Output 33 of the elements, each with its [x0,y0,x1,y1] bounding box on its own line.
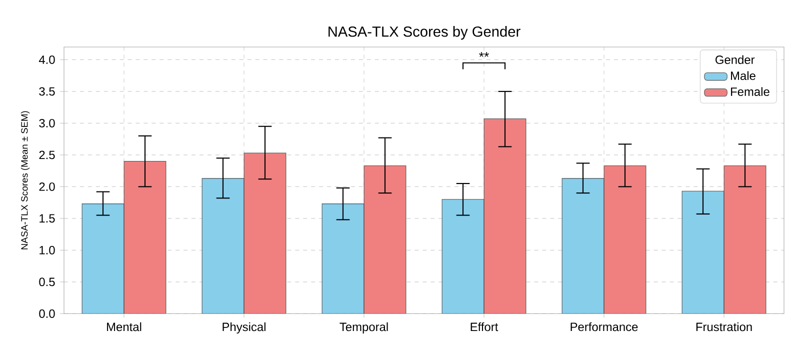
y-tick-label: 0.5 [39,278,55,286]
y-tick-label: 3.5 [39,87,55,96]
bar [124,161,166,314]
y-tick-label: 3.0 [39,118,55,128]
annotation: ** [479,52,489,57]
y-tick-label: 1.0 [40,246,55,254]
legend-title: Gender [716,55,755,64]
bar [562,178,604,314]
bar [364,166,406,314]
legend-label: Female [731,87,770,96]
bar [202,178,244,314]
y-tick-label: 2.0 [39,182,55,191]
chart-title: NASA-TLX Scores by Gender [328,26,520,40]
bar [724,165,766,314]
x-tick-label: Performance [570,322,638,332]
y-tick-label: 4.0 [38,55,55,64]
bar [82,204,124,314]
y-tick-label: 0.0 [39,309,55,318]
x-tick-label: Physical [222,322,266,334]
legend-label: Male [731,71,756,80]
bar [322,204,364,314]
x-tick-label: Frustration [696,322,752,332]
y-tick-label: 1.5 [40,214,55,223]
y-tick-label: 2.5 [39,150,55,160]
bar [682,190,724,314]
x-tick-label: Temporal [340,322,388,334]
x-tick-label: Effort [470,322,498,332]
bar [442,199,484,314]
bar [604,165,646,314]
bar [244,152,286,314]
bar [484,118,526,314]
x-tick-label: Mental [107,322,142,332]
y-axis-title: NASA-TLX Scores (Mean ± SEM) [20,111,30,250]
